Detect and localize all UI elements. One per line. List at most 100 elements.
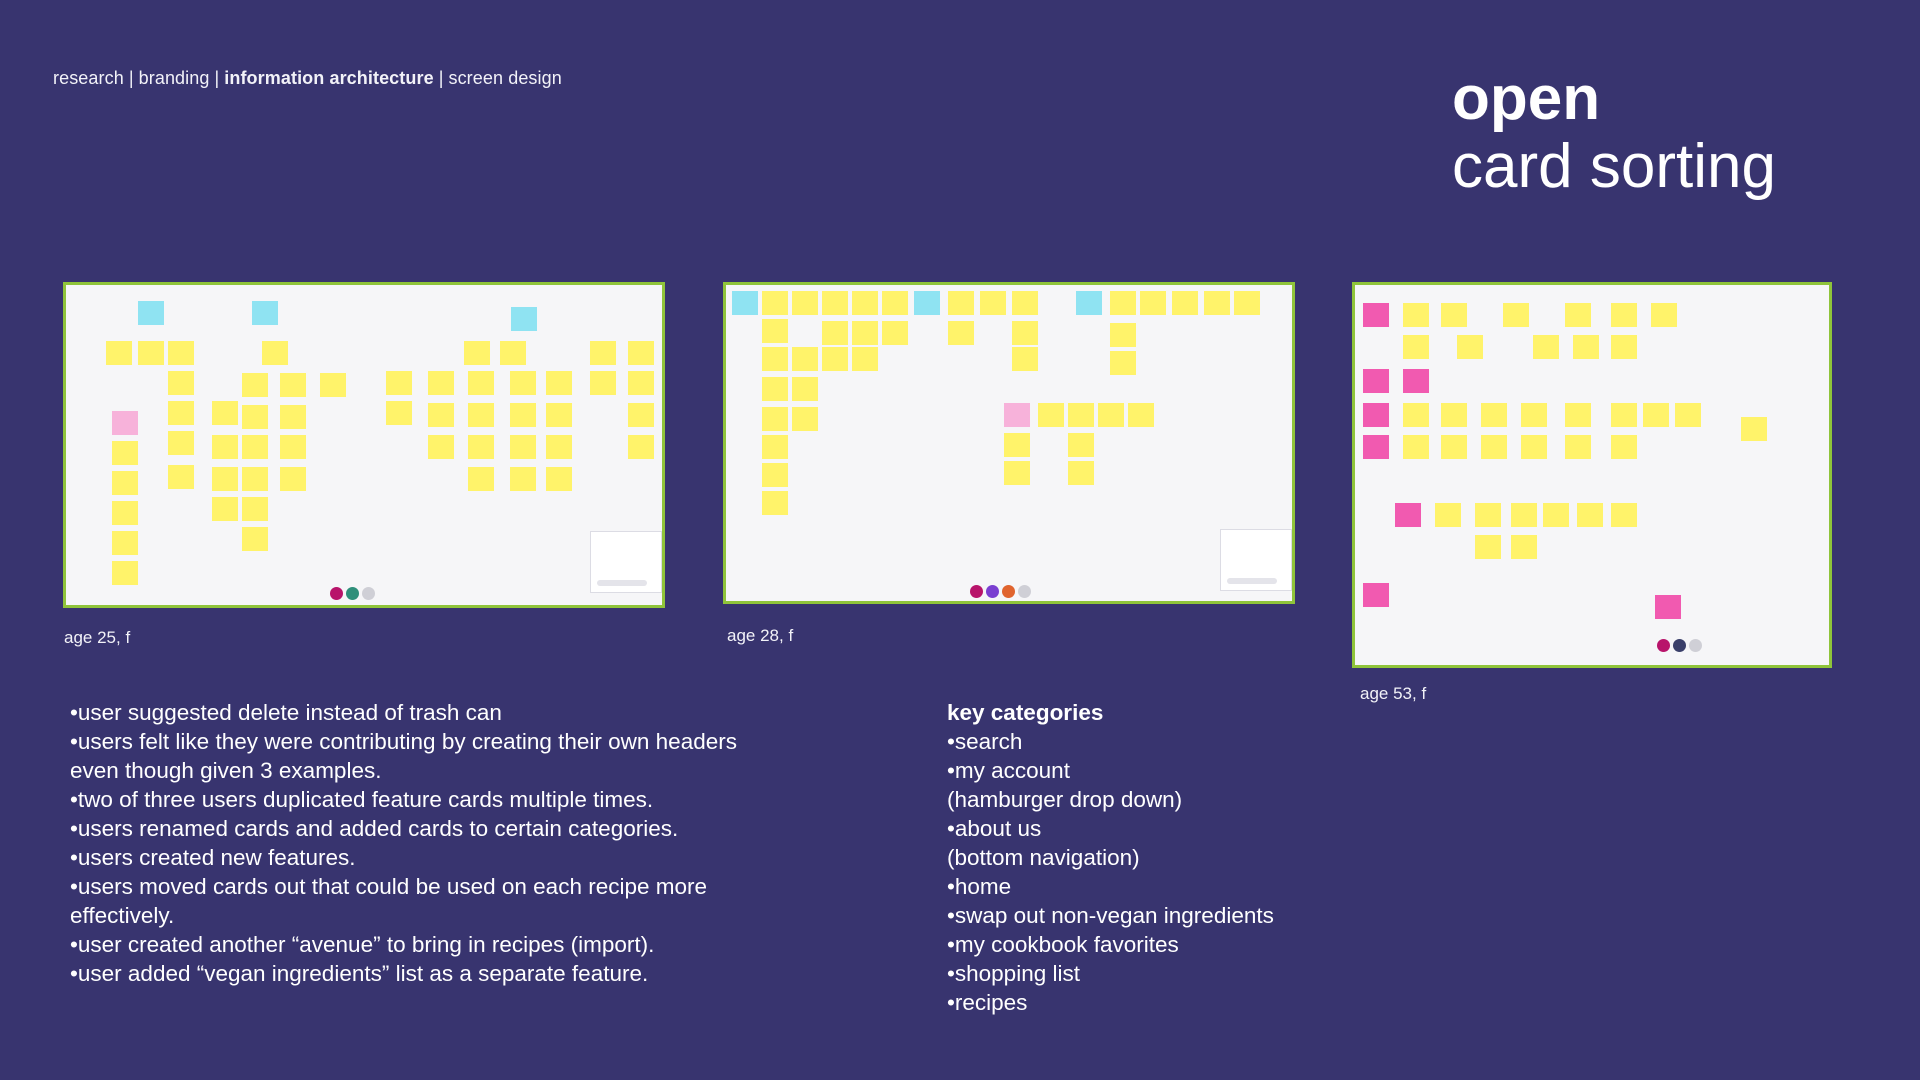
sticky-note[interactable] [1110, 351, 1136, 375]
sticky-note[interactable] [1565, 303, 1591, 327]
sticky-note[interactable] [1441, 435, 1467, 459]
sticky-note[interactable] [112, 471, 138, 495]
sticky-note[interactable] [852, 291, 878, 315]
sticky-note[interactable] [762, 491, 788, 515]
sticky-note[interactable] [168, 431, 194, 455]
sticky-note[interactable] [1475, 503, 1501, 527]
sticky-note[interactable] [1475, 535, 1501, 559]
sticky-note[interactable] [882, 321, 908, 345]
sticky-note[interactable] [762, 347, 788, 371]
sticky-note[interactable] [464, 341, 490, 365]
sticky-note[interactable] [732, 291, 758, 315]
sticky-note[interactable] [1110, 323, 1136, 347]
sticky-note[interactable] [546, 403, 572, 427]
sticky-note[interactable] [500, 341, 526, 365]
sticky-note[interactable] [1012, 347, 1038, 371]
sticky-note[interactable] [1068, 403, 1094, 427]
sticky-note[interactable] [242, 527, 268, 551]
sticky-note[interactable] [106, 341, 132, 365]
sticky-note[interactable] [762, 291, 788, 315]
sticky-note[interactable] [762, 377, 788, 401]
card-sort-board-3[interactable] [1352, 282, 1832, 668]
nav-information-architecture[interactable]: information architecture [224, 68, 434, 88]
sticky-note[interactable] [1403, 435, 1429, 459]
sticky-note[interactable] [252, 301, 278, 325]
sticky-note[interactable] [628, 435, 654, 459]
sticky-note[interactable] [242, 373, 268, 397]
sticky-note[interactable] [914, 291, 940, 315]
sticky-note[interactable] [762, 463, 788, 487]
sticky-note[interactable] [1403, 403, 1429, 427]
sticky-note[interactable] [242, 405, 268, 429]
sticky-note[interactable] [792, 377, 818, 401]
sticky-note[interactable] [762, 407, 788, 431]
sticky-note[interactable] [428, 371, 454, 395]
sticky-note[interactable] [546, 435, 572, 459]
sticky-note[interactable] [1741, 417, 1767, 441]
sticky-note[interactable] [822, 291, 848, 315]
sticky-note[interactable] [1521, 435, 1547, 459]
sticky-note[interactable] [242, 497, 268, 521]
sticky-note[interactable] [1363, 303, 1389, 327]
sticky-note[interactable] [168, 371, 194, 395]
sticky-note[interactable] [822, 321, 848, 345]
sticky-note[interactable] [1012, 291, 1038, 315]
sticky-note[interactable] [792, 347, 818, 371]
sticky-note[interactable] [1543, 503, 1569, 527]
sticky-note[interactable] [1651, 303, 1677, 327]
sticky-note[interactable] [1363, 403, 1389, 427]
sticky-note[interactable] [1611, 503, 1637, 527]
sticky-note[interactable] [1098, 403, 1124, 427]
sticky-note[interactable] [168, 341, 194, 365]
sticky-note[interactable] [428, 435, 454, 459]
sticky-note[interactable] [280, 435, 306, 459]
sticky-note[interactable] [1004, 433, 1030, 457]
sticky-note[interactable] [112, 441, 138, 465]
sticky-note[interactable] [510, 403, 536, 427]
sticky-note[interactable] [1403, 369, 1429, 393]
sticky-note[interactable] [212, 497, 238, 521]
sticky-note[interactable] [1521, 403, 1547, 427]
sticky-note[interactable] [280, 405, 306, 429]
sticky-note[interactable] [762, 319, 788, 343]
sticky-note[interactable] [882, 291, 908, 315]
sticky-note[interactable] [628, 403, 654, 427]
nav-branding[interactable]: branding [138, 68, 210, 88]
sticky-note[interactable] [1172, 291, 1198, 315]
sticky-note[interactable] [546, 371, 572, 395]
sticky-note[interactable] [852, 347, 878, 371]
sticky-note[interactable] [280, 373, 306, 397]
sticky-note[interactable] [1363, 435, 1389, 459]
card-sort-board-1[interactable] [63, 282, 665, 608]
nav-research[interactable]: research [53, 68, 124, 88]
zoom-slider[interactable] [1227, 578, 1277, 584]
sticky-note[interactable] [1643, 403, 1669, 427]
sticky-note[interactable] [112, 411, 138, 435]
zoom-settings-panel[interactable] [1220, 529, 1292, 591]
sticky-note[interactable] [1611, 303, 1637, 327]
sticky-note[interactable] [792, 291, 818, 315]
sticky-note[interactable] [1565, 403, 1591, 427]
sticky-note[interactable] [628, 371, 654, 395]
sticky-note[interactable] [1511, 503, 1537, 527]
sticky-note[interactable] [386, 371, 412, 395]
sticky-note[interactable] [792, 407, 818, 431]
sticky-note[interactable] [510, 467, 536, 491]
sticky-note[interactable] [1441, 403, 1467, 427]
sticky-note[interactable] [1611, 435, 1637, 459]
sticky-note[interactable] [1068, 433, 1094, 457]
sticky-note[interactable] [212, 435, 238, 459]
sticky-note[interactable] [1068, 461, 1094, 485]
card-sort-board-2[interactable] [723, 282, 1295, 604]
sticky-note[interactable] [386, 401, 412, 425]
sticky-note[interactable] [320, 373, 346, 397]
sticky-note[interactable] [762, 435, 788, 459]
sticky-note[interactable] [138, 301, 164, 325]
sticky-note[interactable] [1234, 291, 1260, 315]
sticky-note[interactable] [980, 291, 1006, 315]
sticky-note[interactable] [112, 561, 138, 585]
sticky-note[interactable] [948, 291, 974, 315]
sticky-note[interactable] [1573, 335, 1599, 359]
sticky-note[interactable] [1204, 291, 1230, 315]
sticky-note[interactable] [1533, 335, 1559, 359]
